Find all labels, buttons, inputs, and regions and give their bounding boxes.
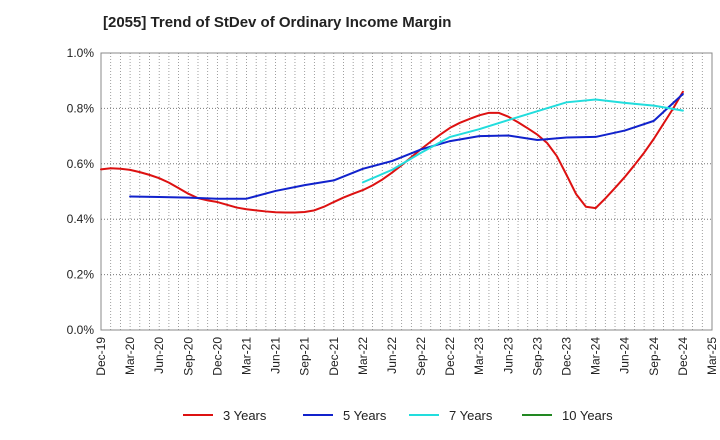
y-tick-label: 0.0% bbox=[67, 323, 95, 337]
series-line-5-years bbox=[129, 93, 684, 200]
x-tick-label: Mar-21 bbox=[239, 337, 253, 375]
x-tick-label: Mar-24 bbox=[589, 337, 603, 375]
x-tick-label: Sep-22 bbox=[414, 337, 428, 376]
x-tick-label: Jun-23 bbox=[501, 337, 515, 374]
x-tick-label: Dec-24 bbox=[676, 337, 690, 376]
y-tick-label: 1.0% bbox=[67, 46, 95, 60]
x-tick-label: Sep-20 bbox=[181, 337, 195, 376]
x-tick-label: Sep-23 bbox=[530, 337, 544, 376]
x-tick-label: Dec-21 bbox=[327, 337, 341, 376]
x-tick-label: Sep-21 bbox=[298, 337, 312, 376]
x-tick-label: Dec-22 bbox=[443, 337, 457, 376]
legend-label: 10 Years bbox=[562, 408, 613, 423]
legend-label: 3 Years bbox=[223, 408, 267, 423]
x-tick-label: Mar-23 bbox=[472, 337, 486, 375]
x-axis: Dec-19 Mar-20 Jun-20 Sep-20 Dec-20 Mar-21 Jun-… bbox=[94, 337, 719, 376]
grid-lines bbox=[101, 53, 712, 330]
x-tick-label: Jun-22 bbox=[385, 337, 399, 374]
chart-title: [2055] Trend of StDev of Ordinary Income… bbox=[103, 14, 452, 31]
legend-label: 5 Years bbox=[343, 408, 387, 423]
x-tick-label: Jun-21 bbox=[269, 337, 283, 374]
x-tick-label: Sep-24 bbox=[647, 337, 661, 376]
legend: 3 Years 5 Years 7 Years 10 Years bbox=[183, 408, 613, 423]
plot-area-frame bbox=[100, 52, 713, 331]
y-tick-label: 0.6% bbox=[67, 157, 95, 171]
y-tick-label: 0.8% bbox=[67, 101, 95, 115]
y-axis: 0.0% 0.2% 0.4% 0.6% 0.8% 1.0% bbox=[67, 46, 95, 337]
x-tick-label: Dec-23 bbox=[560, 337, 574, 376]
x-tick-label: Mar-20 bbox=[123, 337, 137, 375]
series-lines bbox=[100, 90, 684, 214]
x-tick-label: Dec-19 bbox=[94, 337, 108, 376]
x-tick-label: Dec-20 bbox=[210, 337, 224, 376]
y-tick-label: 0.4% bbox=[67, 212, 95, 226]
series-line-7-years bbox=[361, 98, 684, 184]
x-tick-label: Mar-22 bbox=[356, 337, 370, 375]
x-tick-label: Mar-25 bbox=[705, 337, 719, 375]
x-tick-label: Jun-20 bbox=[152, 337, 166, 374]
legend-label: 7 Years bbox=[449, 408, 493, 423]
x-tick-label: Jun-24 bbox=[618, 337, 632, 374]
y-tick-label: 0.2% bbox=[67, 268, 95, 282]
